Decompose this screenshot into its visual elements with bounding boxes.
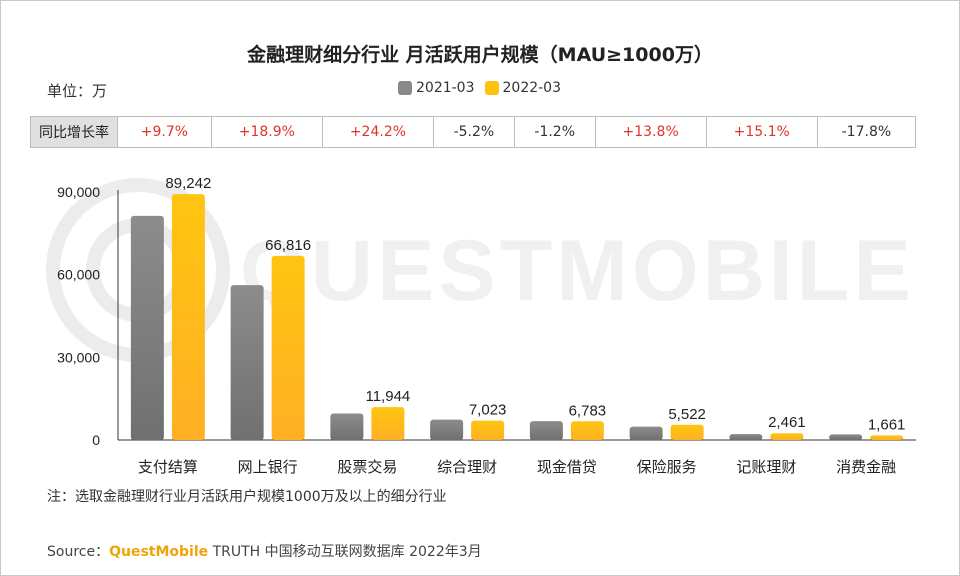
yoy-growth-table: 同比增长率 +9.7% +18.9% +24.2% -5.2% -1.2% +1… [30, 116, 917, 148]
y-tick-label: 30,000 [57, 349, 100, 365]
bar-2022 [471, 420, 505, 440]
data-label: 2,461 [768, 414, 806, 431]
data-label: 66,816 [265, 237, 311, 254]
footnote: 注：选取金融理财行业月活跃用户规模1000万及以上的细分行业 [47, 489, 447, 505]
x-tick-label: 网上银行 [238, 458, 298, 476]
bar-2022 [570, 421, 604, 440]
yoy-cell: +13.8% [594, 116, 707, 148]
bar-2021 [829, 434, 863, 440]
bar-2021 [430, 419, 464, 440]
y-tick-label: 60,000 [57, 267, 100, 283]
bar-2022 [870, 435, 904, 440]
x-tick-label: 支付结算 [138, 458, 198, 476]
legend-item-2021: 2021-03 [398, 80, 475, 96]
yoy-cell: +24.2% [321, 116, 434, 148]
bar-2022 [171, 194, 205, 440]
data-label: 1,661 [868, 416, 906, 433]
legend-item-2022: 2022-03 [484, 80, 562, 96]
x-tick-label: 保险服务 [637, 458, 697, 476]
x-tick-label: 记账理财 [736, 458, 796, 476]
yoy-row: 同比增长率 +9.7% +18.9% +24.2% -5.2% -1.2% +1… [30, 116, 917, 148]
chart-title: 金融理财细分行业 月活跃用户规模（MAU≥1000万） [247, 44, 713, 66]
yoy-cell: +15.1% [705, 116, 818, 148]
legend-swatch-2021 [398, 81, 412, 95]
legend-swatch-2022 [484, 81, 499, 95]
bar-2022 [271, 255, 305, 440]
x-tick-label: 综合理财 [437, 458, 497, 476]
data-label: 5,522 [668, 406, 706, 423]
bar-2022 [770, 433, 804, 440]
yoy-cell: -5.2% [432, 116, 515, 148]
data-label: 11,944 [365, 388, 410, 405]
data-label: 7,023 [469, 402, 507, 419]
bar-2021 [130, 215, 164, 440]
source-line: Source：QuestMobile TRUTH 中国移动互联网数据库 2022… [47, 541, 482, 561]
bar-2021 [330, 413, 364, 440]
source-suffix: TRUTH 中国移动互联网数据库 2022年3月 [208, 544, 482, 560]
yoy-cell: -1.2% [513, 116, 596, 148]
legend-label-2021: 2021-03 [416, 80, 475, 96]
bar-2021 [729, 434, 763, 440]
x-tick-label: 消费金融 [836, 458, 896, 476]
yoy-cell: +18.9% [210, 116, 323, 148]
yoy-cell: +9.7% [117, 116, 212, 148]
y-tick-label: 0 [92, 432, 100, 448]
x-tick-label: 股票交易 [337, 458, 397, 476]
bar-2021 [230, 285, 264, 440]
bar-2021 [529, 421, 563, 440]
source-brand: QuestMobile [109, 544, 209, 560]
legend: 2021-03 2022-03 [398, 80, 571, 96]
source-prefix: Source： [47, 544, 110, 560]
unit-label: 单位：万 [47, 82, 108, 100]
data-label: 6,783 [569, 402, 607, 419]
bar-2022 [371, 407, 405, 440]
y-tick-label: 90,000 [57, 184, 100, 200]
yoy-header: 同比增长率 [30, 116, 118, 148]
x-tick-label: 现金借贷 [537, 458, 597, 476]
bar-2022 [670, 424, 704, 440]
data-label: 89,242 [165, 175, 211, 192]
watermark-text: QUESTMOBILE [240, 223, 915, 319]
legend-label-2022: 2022-03 [502, 80, 562, 96]
yoy-cell: -17.8% [816, 116, 917, 148]
bar-2021 [629, 426, 663, 440]
